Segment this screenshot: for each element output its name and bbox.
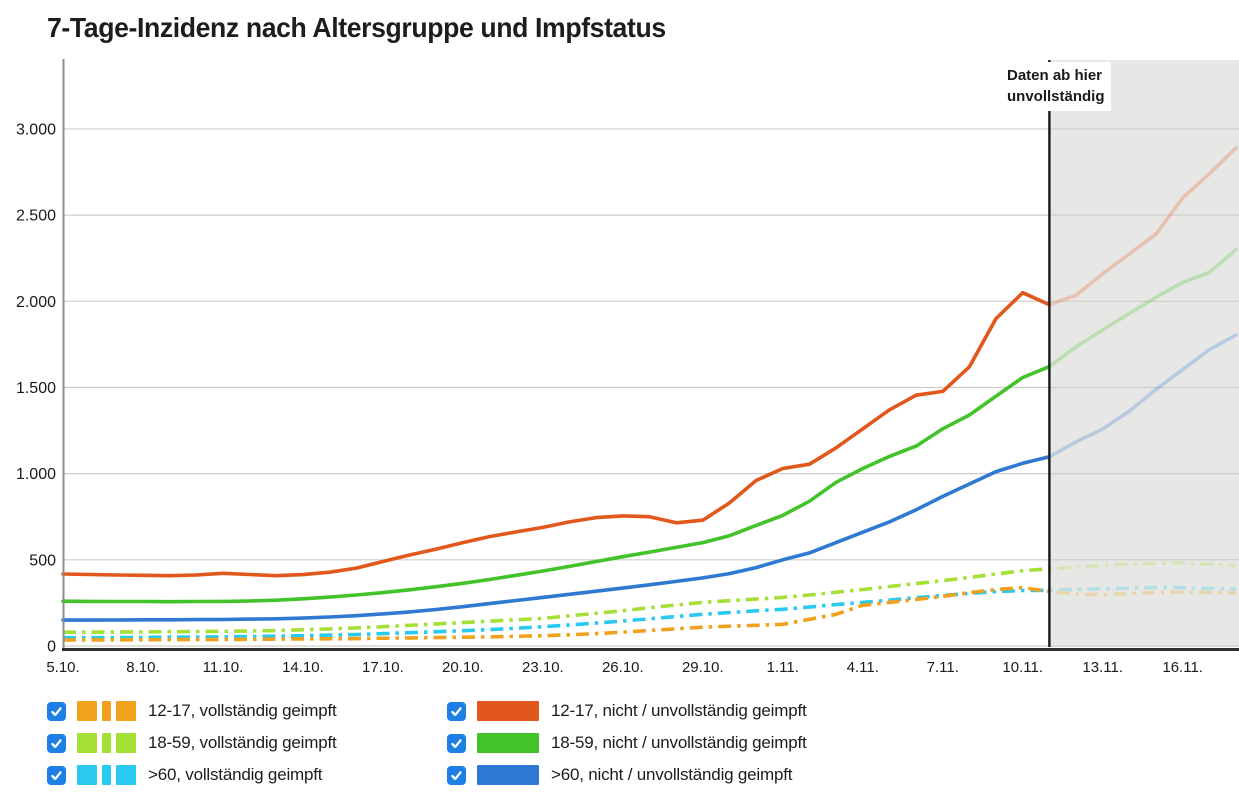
swatch-segment	[102, 733, 111, 753]
x-tick-label: 10.11.	[1002, 659, 1043, 676]
legend-item-60-vaccinated[interactable]: >60, vollständig geimpft	[47, 764, 447, 786]
swatch-segment	[77, 701, 97, 721]
series-line-4	[61, 364, 1050, 604]
x-tick-label: 23.10.	[522, 659, 564, 676]
y-tick-label: 1.000	[16, 466, 56, 483]
legend-label: 12-17, vollständig geimpft	[148, 701, 337, 720]
x-tick-label: 16.11.	[1162, 659, 1203, 676]
annotation-line-1: Daten ab hier	[1007, 67, 1103, 84]
x-tick-label: 13.11.	[1082, 659, 1123, 676]
annotation-line-2: unvollständig	[1007, 88, 1105, 105]
y-tick-label: 2.000	[16, 294, 56, 311]
chart-area: 0 500 1.000 1.500 2.000 2.500 3.000 5.10. 8.10. 1…	[0, 55, 1239, 695]
x-tick-label: 11.10.	[203, 659, 244, 676]
legend-item-12-17-unvaccinated[interactable]: 12-17, nicht / unvollständig geimpft	[447, 700, 807, 722]
y-tick-label: 0	[47, 639, 56, 656]
legend-swatch-dashed-amber	[77, 701, 136, 721]
legend-label: 18-59, nicht / unvollständig geimpft	[551, 733, 807, 752]
swatch-segment	[477, 733, 539, 753]
x-tick-label: 5.10.	[46, 659, 79, 676]
legend-item-60-unvaccinated[interactable]: >60, nicht / unvollständig geimpft	[447, 764, 807, 786]
swatch-segment	[102, 701, 111, 721]
swatch-segment	[477, 701, 539, 721]
y-tick-label: 2.500	[16, 208, 56, 225]
legend-item-18-59-vaccinated[interactable]: 18-59, vollständig geimpft	[47, 732, 447, 754]
swatch-segment	[77, 765, 97, 785]
x-tick-label: 14.10.	[282, 659, 324, 676]
legend-label: 12-17, nicht / unvollständig geimpft	[551, 701, 807, 720]
checkbox-checked-icon[interactable]	[47, 733, 66, 753]
swatch-segment	[116, 701, 136, 721]
swatch-segment	[477, 765, 539, 785]
series-line-3	[61, 290, 1050, 578]
legend-label: >60, nicht / unvollständig geimpft	[551, 765, 793, 784]
checkbox-checked-icon[interactable]	[447, 765, 466, 785]
x-tick-label: 17.10.	[362, 659, 404, 676]
swatch-segment	[77, 733, 97, 753]
y-tick-label: 3.000	[16, 121, 56, 138]
legend-swatch-solid-orange	[477, 701, 539, 721]
y-tick-label: 500	[29, 552, 56, 569]
swatch-segment	[116, 733, 136, 753]
legend-item-12-17-vaccinated[interactable]: 12-17, vollständig geimpft	[47, 700, 447, 722]
legend-swatch-solid-blue	[477, 765, 539, 785]
series-line-1	[63, 566, 1050, 634]
checkbox-checked-icon[interactable]	[447, 733, 466, 753]
legend-swatch-solid-green	[477, 733, 539, 753]
incomplete-data-annotation: Daten ab hier unvollständig	[1001, 62, 1111, 111]
x-tick-label: 4.11.	[847, 659, 879, 676]
legend: 12-17, vollständig geimpft 18-59, vollst…	[47, 700, 807, 786]
legend-swatch-dashed-yellowgreen	[77, 733, 136, 753]
y-tick-label: 1.500	[16, 380, 56, 397]
x-tick-label: 1.11.	[767, 659, 799, 676]
x-tick-label: 20.10.	[442, 659, 484, 676]
x-tick-label: 29.10.	[682, 659, 724, 676]
series-line-0	[63, 585, 1050, 642]
series-complete	[61, 290, 1050, 642]
legend-column-unvaccinated: 12-17, nicht / unvollständig geimpft 18-…	[447, 700, 807, 786]
incomplete-region	[1049, 60, 1239, 647]
x-tick-label: 7.11.	[927, 659, 959, 676]
page-title: 7-Tage-Inzidenz nach Altersgruppe und Im…	[47, 12, 666, 43]
checkbox-checked-icon[interactable]	[47, 765, 66, 785]
swatch-segment	[102, 765, 111, 785]
checkbox-checked-icon[interactable]	[47, 701, 66, 721]
swatch-segment	[116, 765, 136, 785]
x-tick-label: 8.10.	[126, 659, 159, 676]
legend-label: >60, vollständig geimpft	[148, 765, 323, 784]
legend-label: 18-59, vollständig geimpft	[148, 733, 337, 752]
checkbox-checked-icon[interactable]	[447, 701, 466, 721]
x-tick-label: 26.10.	[602, 659, 644, 676]
legend-column-vaccinated: 12-17, vollständig geimpft 18-59, vollst…	[47, 700, 447, 786]
series-line-5	[61, 454, 1050, 622]
legend-item-18-59-unvaccinated[interactable]: 18-59, nicht / unvollständig geimpft	[447, 732, 807, 754]
line-chart: 0 500 1.000 1.500 2.000 2.500 3.000 5.10. 8.10. 1…	[16, 59, 1239, 676]
legend-swatch-dashed-cyan	[77, 765, 136, 785]
